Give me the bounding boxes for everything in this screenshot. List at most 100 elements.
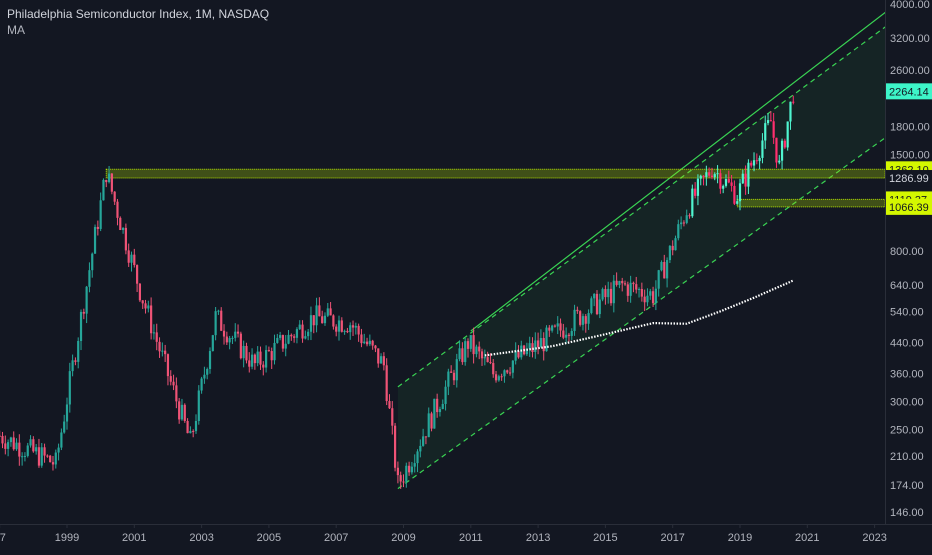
candle-body — [96, 226, 99, 229]
candle-body — [166, 354, 170, 377]
candle-body — [769, 120, 772, 122]
candle-body — [357, 325, 360, 335]
candle-body — [385, 365, 388, 402]
candle-body — [786, 121, 789, 148]
candle-body — [651, 291, 655, 304]
candle — [309, 306, 313, 341]
candle — [724, 174, 728, 188]
candle — [323, 312, 327, 326]
candle — [626, 281, 629, 302]
candle-body — [346, 330, 349, 333]
candle-body — [556, 323, 559, 327]
candle — [335, 324, 338, 337]
candle — [158, 337, 161, 358]
candle — [576, 306, 579, 314]
candle-body — [113, 191, 116, 202]
candle — [222, 324, 226, 345]
candle-body — [458, 348, 461, 360]
candle-body — [127, 250, 130, 263]
candle-body — [688, 215, 691, 217]
candle — [775, 137, 778, 168]
candle — [29, 435, 32, 448]
candle — [26, 442, 29, 458]
candle-body — [304, 336, 307, 339]
candle-body — [228, 338, 231, 343]
candle — [736, 194, 739, 205]
candle — [623, 280, 627, 286]
candle-body — [208, 351, 212, 369]
candle — [40, 443, 43, 468]
candle — [144, 299, 147, 314]
candle — [85, 285, 88, 324]
candle-body — [609, 288, 613, 304]
candle — [752, 152, 756, 172]
candle — [360, 328, 363, 348]
candle — [696, 174, 700, 206]
candle-body — [130, 254, 133, 263]
candle-body — [99, 200, 102, 229]
candle-body — [618, 280, 621, 285]
candle — [307, 328, 310, 341]
candle — [391, 401, 394, 435]
candle — [766, 113, 770, 126]
candle-body — [138, 283, 142, 301]
plot-area[interactable] — [0, 10, 889, 490]
candle-body — [680, 222, 683, 225]
candle-body — [629, 282, 632, 296]
candle-body — [713, 174, 716, 178]
indicator-label[interactable]: MA — [7, 23, 25, 37]
candle-body — [452, 372, 456, 381]
candle — [326, 302, 329, 318]
candle-body — [486, 357, 489, 363]
candle — [203, 366, 206, 384]
candle-body — [256, 351, 259, 364]
candle — [189, 426, 192, 434]
candle-body — [542, 338, 545, 352]
candle-body — [480, 351, 484, 359]
price-axis[interactable]: 4000.00 3200.00 2600.00 1800.00 1500.00 800.0… — [890, 0, 930, 519]
candle — [32, 436, 35, 453]
candle-body — [475, 346, 478, 355]
candle — [161, 342, 164, 357]
candle — [35, 444, 38, 455]
candle — [169, 370, 172, 386]
candle — [259, 346, 262, 370]
candle — [461, 342, 464, 365]
candle — [694, 182, 697, 199]
candle-body — [197, 390, 200, 422]
candle — [220, 307, 223, 332]
candle — [321, 310, 324, 324]
candle — [466, 338, 470, 358]
candle — [534, 332, 537, 359]
candle — [615, 272, 618, 287]
candle — [553, 324, 557, 328]
candle — [542, 332, 545, 361]
candle-body — [489, 362, 492, 364]
candle — [441, 399, 444, 410]
candle-body — [43, 447, 46, 456]
candle-body — [408, 465, 411, 473]
candle-body — [422, 436, 425, 446]
time-axis[interactable]: 97 1999 2001 2003 2005 2007 2009 2011 2013 2015 20… — [0, 524, 887, 544]
candle-body — [7, 442, 10, 449]
candle-body — [217, 310, 220, 312]
candle-body — [466, 341, 470, 349]
candle — [21, 452, 24, 466]
candle-body — [399, 475, 402, 482]
candle-body — [497, 376, 500, 381]
candle-body — [551, 325, 554, 331]
candle-body — [640, 288, 643, 297]
candle-body — [180, 404, 184, 420]
time-tick-label: 2001 — [122, 532, 146, 544]
candle — [719, 169, 722, 194]
price-tick-label: 210.00 — [890, 451, 924, 463]
candle — [722, 184, 725, 194]
candle — [508, 367, 512, 376]
candle-body — [79, 311, 83, 341]
candle-body — [18, 442, 21, 457]
candle — [570, 328, 573, 340]
price-tick-label: 360.00 — [890, 369, 924, 381]
candle-body — [231, 337, 234, 339]
